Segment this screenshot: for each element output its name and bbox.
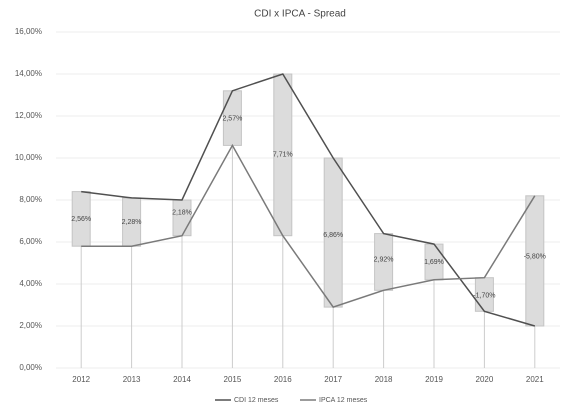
x-tick-label: 2014 — [173, 375, 191, 384]
spread-label: 2,56% — [71, 216, 91, 223]
chart-title: CDI x IPCA - Spread — [254, 9, 346, 20]
spread-label: -1,70% — [473, 292, 495, 299]
x-tick-label: 2020 — [476, 375, 494, 384]
y-tick-label: 2,00% — [19, 321, 42, 330]
spread-label: 7,71% — [273, 152, 293, 159]
x-tick-label: 2015 — [224, 375, 242, 384]
y-tick-label: 4,00% — [19, 279, 42, 288]
y-tick-label: 8,00% — [19, 195, 42, 204]
x-tick-label: 2016 — [274, 375, 292, 384]
y-tick-label: 12,00% — [15, 111, 42, 120]
spread-label: -5,80% — [524, 254, 546, 261]
spread-box — [525, 195, 545, 327]
legend-label: CDI 12 meses — [234, 397, 279, 404]
x-tick-label: 2018 — [375, 375, 393, 384]
y-tick-label: 6,00% — [19, 237, 42, 246]
legend-label: IPCA 12 meses — [319, 397, 368, 404]
spread-box — [172, 199, 192, 237]
y-tick-label: 0,00% — [19, 363, 42, 372]
spread-label: 6,86% — [323, 232, 343, 239]
x-tick-label: 2012 — [72, 375, 90, 384]
series-line — [81, 143, 536, 308]
x-tick-label: 2013 — [123, 375, 141, 384]
x-tick-label: 2021 — [526, 375, 544, 384]
y-tick-label: 14,00% — [15, 69, 42, 78]
spread-label: 2,57% — [222, 115, 242, 122]
spread-label: 2,28% — [122, 219, 142, 226]
y-tick-label: 10,00% — [15, 153, 42, 162]
spread-label: 2,18% — [172, 210, 192, 217]
spread-label: 2,92% — [374, 256, 394, 263]
x-tick-label: 2019 — [425, 375, 443, 384]
y-tick-label: 16,00% — [15, 27, 42, 36]
spread-label: 1,69% — [424, 259, 444, 266]
series-line — [81, 73, 536, 327]
x-tick-label: 2017 — [324, 375, 342, 384]
